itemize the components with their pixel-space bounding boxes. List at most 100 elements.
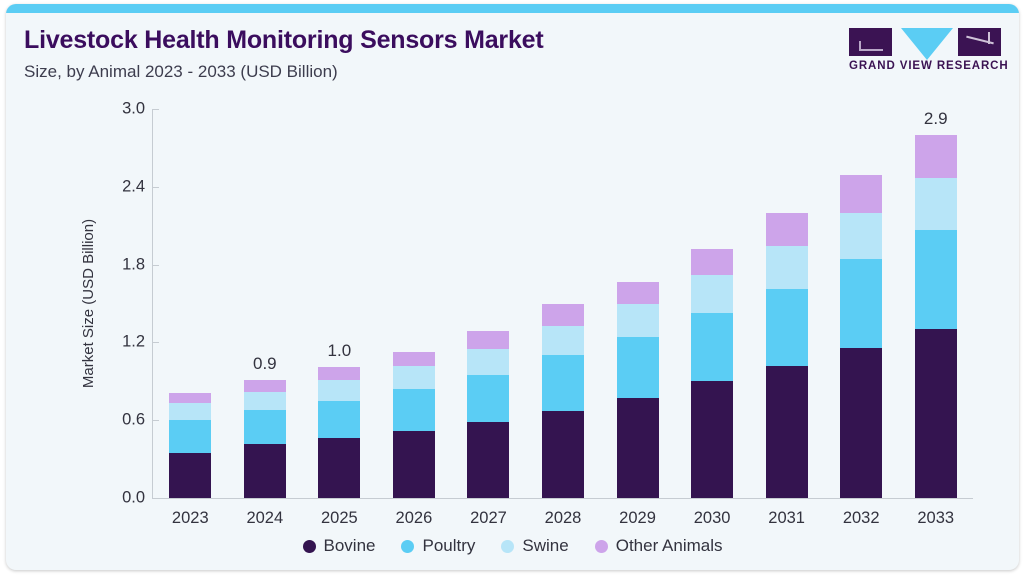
legend-swatch-icon — [302, 539, 316, 553]
logo-left-block-icon — [849, 28, 892, 56]
legend-item-poultry[interactable]: Poultry — [401, 536, 475, 556]
page-subtitle: Size, by Animal 2023 - 2033 (USD Billion… — [24, 62, 338, 81]
y-axis-tick-label: 0.0 — [122, 488, 145, 507]
bar-2023[interactable] — [169, 393, 212, 498]
legend-label: Poultry — [422, 536, 476, 555]
bar-segment-other-animals[interactable] — [243, 380, 286, 392]
bar-2025[interactable] — [318, 367, 361, 498]
bar-segment-poultry[interactable] — [616, 337, 659, 399]
y-axis-tick-label: 1.8 — [122, 255, 145, 274]
legend-swatch-icon — [501, 539, 515, 553]
bar-segment-bovine[interactable] — [914, 329, 957, 498]
bar-segment-swine[interactable] — [318, 380, 361, 401]
bar-segment-other-animals[interactable] — [318, 367, 361, 381]
x-axis-tick-label: 2023 — [171, 509, 209, 527]
bar-segment-other-animals[interactable] — [616, 281, 659, 304]
plot-area: 0.0 0.6 1.2 1.8 2.4 3.0 2023 0.9 2024 1.0 2025 2026… — [122, 100, 973, 527]
bar-2033[interactable] — [914, 134, 957, 498]
bar-segment-poultry[interactable] — [169, 420, 212, 453]
y-axis-tick-mark — [153, 420, 159, 422]
y-axis-tick-mark — [153, 109, 159, 110]
bar-2031[interactable] — [765, 212, 808, 498]
bar-segment-other-animals[interactable] — [765, 212, 808, 247]
bar-segment-poultry[interactable] — [318, 400, 361, 439]
bar-segment-swine[interactable] — [765, 246, 808, 290]
bar-segment-bovine[interactable] — [467, 421, 510, 498]
bar-segment-swine[interactable] — [542, 325, 584, 356]
y-axis-tick-mark — [153, 342, 159, 344]
bar-segment-other-animals[interactable] — [542, 303, 584, 326]
bar-segment-other-animals[interactable] — [392, 351, 435, 366]
legend-item-bovine[interactable]: Bovine — [302, 536, 376, 556]
x-axis-tick-label: 2032 — [842, 509, 880, 527]
bar-segment-other-animals[interactable] — [169, 393, 212, 404]
legend-label: Swine — [522, 536, 569, 555]
bar-segment-bovine[interactable] — [392, 430, 435, 498]
bar-segment-other-animals[interactable] — [691, 249, 734, 275]
bar-value-label: 2.9 — [923, 108, 948, 128]
bar-segment-poultry[interactable] — [840, 259, 883, 348]
chart-card: Livestock Health Monitoring Sensors Mark… — [6, 4, 1019, 570]
x-axis-tick-label: 2033 — [917, 509, 955, 527]
grand-view-research-logo: GRAND VIEW RESEARCH — [849, 28, 1009, 76]
bar-segment-other-animals[interactable] — [840, 175, 883, 213]
bar-value-label: 0.9 — [252, 354, 277, 373]
bar-2026[interactable] — [392, 351, 435, 498]
bar-2032[interactable] — [840, 175, 883, 498]
x-axis-tick-label: 2027 — [470, 509, 507, 527]
legend-swatch-icon — [401, 539, 415, 553]
chart-legend: Bovine Poultry Swine Other Animals — [6, 536, 1019, 556]
accent-top-bar — [6, 4, 1019, 13]
bar-segment-swine[interactable] — [467, 348, 510, 375]
bar-2024[interactable] — [243, 380, 286, 498]
bar-segment-bovine[interactable] — [765, 365, 808, 498]
y-axis-tick-label: 1.2 — [122, 332, 145, 351]
bar-segment-poultry[interactable] — [392, 389, 435, 431]
x-axis-tick-label: 2031 — [768, 509, 805, 527]
logo-right-block-icon — [958, 28, 1001, 56]
bar-segment-swine[interactable] — [616, 303, 659, 338]
bar-segment-poultry[interactable] — [243, 409, 286, 444]
bar-segment-bovine[interactable] — [318, 438, 361, 498]
bar-segment-other-animals[interactable] — [467, 330, 510, 349]
y-axis-tick-label: 0.6 — [122, 410, 145, 429]
bar-segment-swine[interactable] — [392, 365, 435, 390]
bar-2028[interactable] — [542, 303, 584, 498]
y-axis-tick-label: 2.4 — [122, 177, 145, 196]
bar-segment-poultry[interactable] — [914, 229, 957, 330]
y-axis-title: Market Size (USD Billion) — [79, 109, 99, 498]
bar-segment-bovine[interactable] — [691, 381, 734, 498]
y-axis-tick-label: 3.0 — [122, 99, 145, 118]
bar-segment-poultry[interactable] — [765, 289, 808, 366]
bar-2027[interactable] — [467, 330, 510, 498]
bar-segment-bovine[interactable] — [840, 347, 883, 498]
x-axis-tick-label: 2030 — [693, 509, 731, 527]
bar-segment-poultry[interactable] — [542, 355, 584, 412]
bar-segment-swine[interactable] — [914, 177, 957, 230]
page-title: Livestock Health Monitoring Sensors Mark… — [24, 26, 544, 54]
bar-2030[interactable] — [691, 249, 734, 498]
legend-swatch-icon — [594, 539, 608, 553]
bar-segment-swine[interactable] — [840, 212, 883, 260]
legend-item-other-animals[interactable]: Other Animals — [594, 536, 723, 556]
bar-segment-bovine[interactable] — [616, 398, 659, 498]
legend-item-swine[interactable]: Swine — [501, 536, 569, 556]
legend-label: Other Animals — [615, 536, 723, 555]
bar-segment-other-animals[interactable] — [914, 134, 957, 178]
bar-segment-bovine[interactable] — [243, 443, 286, 498]
bar-segment-swine[interactable] — [243, 391, 286, 410]
bar-segment-bovine[interactable] — [169, 452, 212, 498]
x-axis-tick-label: 2025 — [321, 509, 358, 527]
bar-2029[interactable] — [616, 281, 659, 498]
bar-segment-poultry[interactable] — [467, 374, 510, 422]
bar-segment-swine[interactable] — [691, 275, 734, 313]
bar-segment-poultry[interactable] — [691, 312, 734, 382]
y-axis-tick-mark — [153, 186, 159, 188]
logo-triangle-icon — [901, 28, 953, 60]
x-axis-tick-label: 2029 — [619, 509, 656, 527]
bar-segment-swine[interactable] — [169, 403, 212, 421]
bar-segment-bovine[interactable] — [542, 411, 584, 498]
x-axis-tick-label: 2026 — [395, 509, 433, 527]
legend-label: Bovine — [323, 536, 376, 555]
logo-text: GRAND VIEW RESEARCH — [849, 60, 1009, 72]
